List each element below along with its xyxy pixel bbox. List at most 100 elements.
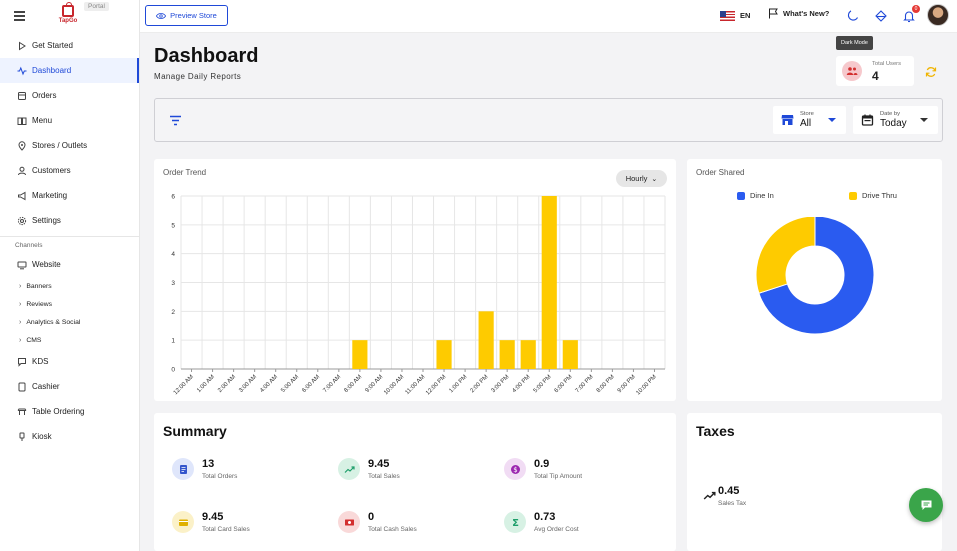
monitor-icon	[17, 260, 27, 270]
top-bar: Preview Store EN What's New? 0	[140, 0, 957, 33]
filter-icon[interactable]	[169, 115, 182, 126]
chat-support-button[interactable]	[909, 488, 943, 522]
x-tick-label: 3:00 AM	[238, 374, 258, 394]
y-tick-label: 1	[171, 338, 175, 345]
x-tick-label: 1:00 PM	[448, 374, 468, 394]
store-icon	[781, 115, 794, 125]
dollar-coin-icon: $	[504, 458, 526, 480]
portal-badge: Portal	[84, 2, 109, 11]
table-icon	[17, 407, 27, 417]
metric-value: 0	[368, 511, 375, 523]
user-icon	[17, 166, 27, 176]
sidebar-subitem-banners[interactable]: › Banners	[0, 277, 139, 295]
metric-total-orders: 13 Total Orders	[172, 458, 237, 480]
y-tick-label: 2	[171, 309, 175, 316]
x-tick-label: 8:00 AM	[343, 374, 363, 394]
metric-value: 13	[202, 458, 215, 470]
x-tick-label: 5:00 AM	[280, 374, 300, 394]
sidebar-item-label: Stores / Outlets	[32, 141, 88, 150]
metric-label: Total Tip Amount	[534, 473, 583, 480]
y-tick-label: 5	[171, 222, 175, 229]
sidebar-item-label: Analytics & Social	[26, 318, 81, 326]
sidebar-item-table-ordering[interactable]: Table Ordering	[0, 399, 139, 424]
whats-new-button[interactable]: What's New?	[768, 8, 829, 19]
donut-slice-dine-in[interactable]	[758, 217, 875, 335]
date-select[interactable]: Date by Today	[853, 106, 938, 134]
refresh-icon[interactable]	[925, 66, 937, 78]
x-tick-label: 9:00 AM	[365, 374, 385, 394]
dark-mode-moon-icon[interactable]	[846, 9, 860, 23]
metric-label: Sales Tax	[718, 500, 747, 507]
credit-card-icon	[172, 511, 194, 533]
x-tick-label: 7:00 AM	[322, 374, 342, 394]
total-users-card: Total Users 4	[836, 56, 914, 86]
metric-label: Total Orders	[202, 473, 238, 480]
preview-store-button[interactable]: Preview Store	[145, 5, 228, 26]
x-tick-label: 12:00 AM	[173, 374, 195, 396]
sidebar-item-label: Banners	[26, 282, 52, 290]
logo-text: TapGo	[58, 18, 78, 24]
book-icon	[17, 116, 27, 126]
order-trend-title: Order Trend	[163, 168, 207, 177]
language-selector[interactable]: EN	[740, 11, 751, 20]
sidebar-item-label: Marketing	[32, 191, 68, 200]
x-tick-label: 12:00 PM	[425, 374, 447, 396]
sidebar-item-marketing[interactable]: Marketing	[0, 183, 139, 208]
user-avatar[interactable]	[927, 4, 949, 26]
sidebar-item-label: CMS	[26, 336, 42, 344]
cash-icon	[338, 511, 360, 533]
sidebar-item-kiosk[interactable]: Kiosk	[0, 424, 139, 449]
x-tick-label: 9:00 PM	[617, 374, 637, 394]
sidebar-subitem-reviews[interactable]: › Reviews	[0, 295, 139, 313]
sidebar-item-website[interactable]: Website	[0, 252, 139, 277]
x-tick-label: 6:00 PM	[554, 374, 574, 394]
x-tick-label: 1:00 AM	[196, 374, 216, 394]
us-flag-icon[interactable]	[720, 11, 735, 21]
metric-label: Total Sales	[368, 473, 400, 480]
sidebar-subitem-analytics[interactable]: › Analytics & Social	[0, 313, 139, 331]
users-group-icon	[842, 61, 862, 81]
chat-icon	[921, 500, 931, 510]
x-tick-label: 4:00 AM	[259, 374, 279, 394]
sidebar-item-kds[interactable]: KDS	[0, 349, 139, 374]
x-tick-label: 8:00 PM	[596, 374, 616, 394]
channels-section-label: Channels	[15, 242, 43, 249]
summary-title: Summary	[163, 423, 227, 439]
sidebar-subitem-cms[interactable]: › CMS	[0, 331, 139, 349]
tapgo-logo[interactable]: TapGo	[57, 2, 79, 29]
sidebar-item-cashier[interactable]: Cashier	[0, 374, 139, 399]
bar-8	[352, 340, 368, 369]
x-tick-label: 2:00 PM	[469, 374, 489, 394]
sidebar-item-customers[interactable]: Customers	[0, 158, 139, 183]
sidebar-item-orders[interactable]: Orders	[0, 83, 139, 108]
caret-down-icon	[920, 118, 928, 122]
bar-14	[478, 311, 494, 369]
paint-bucket-icon[interactable]	[874, 9, 888, 23]
sidebar-item-label: Customers	[32, 166, 71, 175]
chevron-right-icon: ›	[19, 300, 22, 308]
activity-icon	[17, 66, 27, 76]
trend-up-icon	[703, 491, 716, 500]
sidebar-item-dashboard[interactable]: Dashboard	[0, 58, 139, 83]
donut-slice-drive-thru[interactable]	[755, 217, 816, 294]
store-select[interactable]: Store All	[773, 106, 846, 134]
x-tick-label: 3:00 PM	[491, 374, 511, 394]
filter-bar: Store All Date by Today	[154, 98, 943, 142]
bell-icon[interactable]	[902, 9, 916, 23]
sidebar-item-label: Kiosk	[32, 432, 52, 441]
sidebar-item-settings[interactable]: Settings	[0, 208, 139, 233]
legend-item-drive-thru[interactable]: Drive Thru	[849, 191, 897, 200]
x-tick-label: 11:00 AM	[405, 374, 427, 396]
legend-item-dine-in[interactable]: Dine In	[737, 191, 774, 200]
hourly-dropdown[interactable]: Hourly ⌄	[616, 170, 667, 187]
order-shared-donut	[755, 217, 875, 335]
sidebar-item-get-started[interactable]: Get Started	[0, 33, 139, 58]
sidebar-item-label: Reviews	[26, 300, 53, 308]
taxes-card: Taxes 0.45 Sales Tax	[687, 413, 942, 551]
sidebar-item-label: Cashier	[32, 382, 60, 391]
hamburger-menu-icon[interactable]	[14, 11, 25, 21]
sidebar-item-stores[interactable]: Stores / Outlets	[0, 133, 139, 158]
sidebar-item-menu[interactable]: Menu	[0, 108, 139, 133]
legend-label: Dine In	[750, 191, 774, 200]
y-tick-label: 6	[171, 194, 175, 201]
